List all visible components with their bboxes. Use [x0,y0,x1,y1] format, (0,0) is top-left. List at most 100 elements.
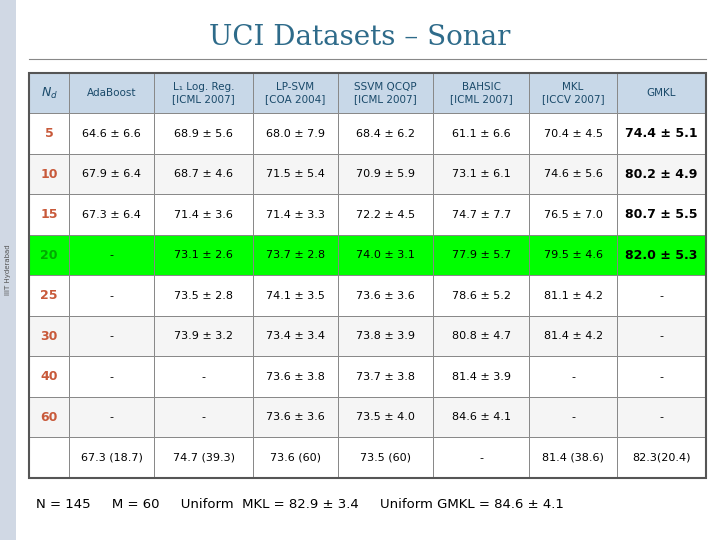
Text: 73.5 ± 2.8: 73.5 ± 2.8 [174,291,233,301]
Text: 74.1 ± 3.5: 74.1 ± 3.5 [266,291,325,301]
Bar [29,73,706,478]
Text: 30: 30 [40,329,58,343]
Text: 73.6 ± 3.8: 73.6 ± 3.8 [266,372,325,382]
Bar [529,194,617,235]
Text: 73.5 (60): 73.5 (60) [360,453,411,463]
Bar [338,437,433,478]
Text: 82.3(20.4): 82.3(20.4) [632,453,690,463]
Text: 71.4 ± 3.6: 71.4 ± 3.6 [174,210,233,220]
Text: 67.3 (18.7): 67.3 (18.7) [81,453,143,463]
Bar [69,437,154,478]
Text: 81.4 ± 3.9: 81.4 ± 3.9 [451,372,510,382]
Bar [529,356,617,397]
Bar [253,437,338,478]
Text: -: - [571,372,575,382]
Bar [253,397,338,437]
Bar [529,113,617,154]
Bar [154,397,253,437]
Text: -: - [109,291,114,301]
Text: 73.1 ± 6.1: 73.1 ± 6.1 [452,169,510,179]
Bar [154,73,253,113]
Bar [433,356,529,397]
Bar [69,73,154,113]
Text: 68.4 ± 6.2: 68.4 ± 6.2 [356,129,415,139]
Bar [154,356,253,397]
Bar [338,235,433,275]
Text: 71.4 ± 3.3: 71.4 ± 3.3 [266,210,325,220]
Text: 78.6 ± 5.2: 78.6 ± 5.2 [451,291,510,301]
Text: 73.9 ± 3.2: 73.9 ± 3.2 [174,331,233,341]
Text: 15: 15 [40,208,58,221]
Text: 5: 5 [45,127,53,140]
Bar [529,397,617,437]
Bar [29,235,69,275]
Text: BAHSIC
[ICML 2007]: BAHSIC [ICML 2007] [450,82,513,104]
Bar [529,73,617,113]
Text: 67.9 ± 6.4: 67.9 ± 6.4 [82,169,141,179]
Bar [617,437,706,478]
Bar [154,154,253,194]
Bar [253,275,338,316]
Text: 74.4 ± 5.1: 74.4 ± 5.1 [625,127,698,140]
Bar [29,437,69,478]
Text: -: - [202,372,205,382]
Bar [29,73,69,113]
Text: 72.2 ± 4.5: 72.2 ± 4.5 [356,210,415,220]
Text: 70.9 ± 5.9: 70.9 ± 5.9 [356,169,415,179]
Text: 77.9 ± 5.7: 77.9 ± 5.7 [451,250,510,260]
Bar [69,194,154,235]
Text: L₁ Log. Reg.
[ICML 2007]: L₁ Log. Reg. [ICML 2007] [172,82,235,104]
Bar [29,397,69,437]
Bar [253,113,338,154]
Bar [338,113,433,154]
Bar [433,113,529,154]
Text: 74.0 ± 3.1: 74.0 ± 3.1 [356,250,415,260]
Text: 80.2 ± 4.9: 80.2 ± 4.9 [625,167,698,181]
Text: 80.7 ± 5.5: 80.7 ± 5.5 [625,208,698,221]
Text: 80.8 ± 4.7: 80.8 ± 4.7 [451,331,510,341]
Bar [69,316,154,356]
Bar [338,356,433,397]
Text: 70.4 ± 4.5: 70.4 ± 4.5 [544,129,603,139]
Text: IIIT Hyderabad: IIIT Hyderabad [5,245,11,295]
Bar [338,194,433,235]
Bar [617,113,706,154]
Text: 73.7 ± 3.8: 73.7 ± 3.8 [356,372,415,382]
Bar [529,275,617,316]
Bar [338,316,433,356]
Text: $N_d$: $N_d$ [40,86,58,100]
Bar [154,316,253,356]
Text: 81.1 ± 4.2: 81.1 ± 4.2 [544,291,603,301]
Bar [154,275,253,316]
Bar [29,316,69,356]
Text: 68.0 ± 7.9: 68.0 ± 7.9 [266,129,325,139]
Bar [253,235,338,275]
Text: 68.7 ± 4.6: 68.7 ± 4.6 [174,169,233,179]
Bar [433,437,529,478]
Text: N = 145     M = 60     Uniform  MKL = 82.9 ± 3.4     Uniform GMKL = 84.6 ± 4.1: N = 145 M = 60 Uniform MKL = 82.9 ± 3.4 … [36,498,564,511]
Text: 73.1 ± 2.6: 73.1 ± 2.6 [174,250,233,260]
Text: 71.5 ± 5.4: 71.5 ± 5.4 [266,169,325,179]
Bar [253,73,338,113]
Bar [69,275,154,316]
Bar [617,194,706,235]
Bar [69,154,154,194]
Bar [433,397,529,437]
Text: 84.6 ± 4.1: 84.6 ± 4.1 [451,412,510,422]
Bar [154,235,253,275]
Text: 81.4 ± 4.2: 81.4 ± 4.2 [544,331,603,341]
Text: 76.5 ± 7.0: 76.5 ± 7.0 [544,210,603,220]
Text: 60: 60 [40,410,58,424]
Text: 25: 25 [40,289,58,302]
Text: 73.7 ± 2.8: 73.7 ± 2.8 [266,250,325,260]
Text: 74.7 (39.3): 74.7 (39.3) [173,453,235,463]
Bar [253,316,338,356]
Bar [253,356,338,397]
Bar [338,275,433,316]
Text: -: - [202,412,205,422]
Bar [338,154,433,194]
Bar [529,154,617,194]
Bar [0,0,16,540]
Bar [529,437,617,478]
Text: UCI Datasets – Sonar: UCI Datasets – Sonar [210,24,510,51]
